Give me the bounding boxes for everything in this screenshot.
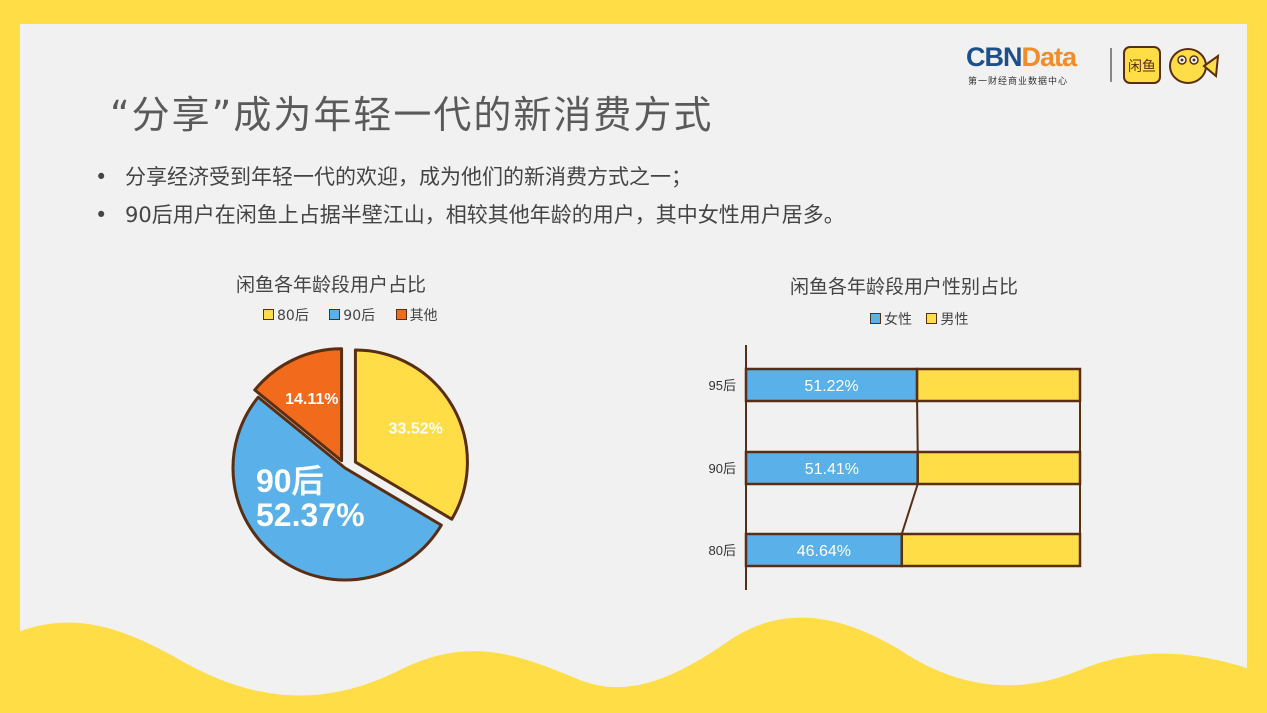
bullet-dot: • [95, 165, 108, 189]
bar-connector-line [900, 483, 919, 535]
legend-item-other: 其他 [395, 308, 438, 324]
pie-slice-2 [253, 347, 344, 463]
pie-legend: 80后 90后 其他 [263, 305, 454, 325]
bar-data-label: 51.41% [805, 461, 859, 478]
pie-callout-label: 90后 [256, 463, 324, 499]
pie-slice-label: 14.11% [285, 391, 338, 408]
legend-swatch [926, 313, 938, 324]
pie-slice-0 [353, 348, 469, 521]
bar-male-0 [915, 367, 1082, 403]
legend-swatch [263, 309, 274, 320]
legend-item-90s: 90后 [329, 308, 375, 324]
logo-text-cbn: CBN [966, 42, 1022, 72]
bullet-item: • 分享经济受到年轻一代的欢迎，成为他们的新消费方式之一； [95, 158, 845, 196]
pie-callout-value: 52.37% [256, 497, 365, 533]
stacked-bar-chart: 51.22% 95后 51.41% 90后 46.64% 80后 [709, 345, 1082, 590]
logo-group: CBNData 第一财经商业数据中心 闲鱼 [966, 42, 1226, 92]
bar-female-1 [744, 450, 919, 486]
bar-male-1 [916, 450, 1082, 486]
bar-category-label: 80后 [709, 543, 736, 558]
xianyu-fish-icon: 闲鱼 [1123, 46, 1220, 84]
bullet-item: • 90后用户在闲鱼上占据半壁江山，相较其他年龄的用户，其中女性用户居多。 [95, 196, 845, 234]
app-name-text: 闲鱼 [1128, 58, 1156, 74]
legend-swatch [395, 309, 407, 320]
legend-label: 女性 [884, 312, 912, 328]
bar-male-2 [900, 532, 1082, 568]
bar-category-label: 95后 [709, 378, 736, 393]
bar-connector-line [916, 400, 919, 453]
bar-legend: 女性 男性 [870, 309, 984, 329]
pie-chart-title: 闲鱼各年龄段用户占比 [236, 274, 427, 296]
legend-item-female: 女性 [870, 312, 912, 328]
legend-swatch [329, 309, 341, 320]
pie-slice-1 [231, 395, 443, 582]
slide-title: “分享”成为年轻一代的新消费方式 [110, 93, 714, 137]
legend-item-male: 男性 [926, 312, 968, 328]
pie-slice-label: 33.52% [389, 421, 443, 438]
legend-item-80s: 80后 [263, 308, 309, 324]
bullet-list: • 分享经济受到年轻一代的欢迎，成为他们的新消费方式之一； • 90后用户在闲鱼上占… [95, 158, 845, 234]
bottom-wave-decoration [0, 617, 1267, 713]
bar-female-0 [744, 367, 919, 403]
legend-label: 90后 [343, 308, 376, 324]
bar-data-label: 46.64% [797, 543, 851, 560]
logo-text-data: Data [1021, 42, 1078, 72]
bullet-dot: • [95, 203, 108, 227]
legend-label: 80后 [277, 308, 309, 324]
bullet-text: 分享经济受到年轻一代的欢迎，成为他们的新消费方式之一； [125, 165, 692, 189]
legend-label: 男性 [940, 312, 969, 328]
legend-label: 其他 [409, 308, 438, 324]
cbndata-logo: CBNData [966, 42, 1078, 73]
legend-swatch [870, 313, 881, 324]
bar-category-label: 90后 [709, 461, 736, 476]
bullet-text: 90后用户在闲鱼上占据半壁江山，相较其他年龄的用户，其中女性用户居多。 [125, 203, 845, 227]
bar-chart-title: 闲鱼各年龄段用户性别占比 [790, 276, 1019, 298]
logo-divider [1110, 48, 1112, 82]
logo-subtitle: 第一财经商业数据中心 [968, 77, 1069, 87]
bar-data-label: 51.22% [804, 378, 858, 395]
